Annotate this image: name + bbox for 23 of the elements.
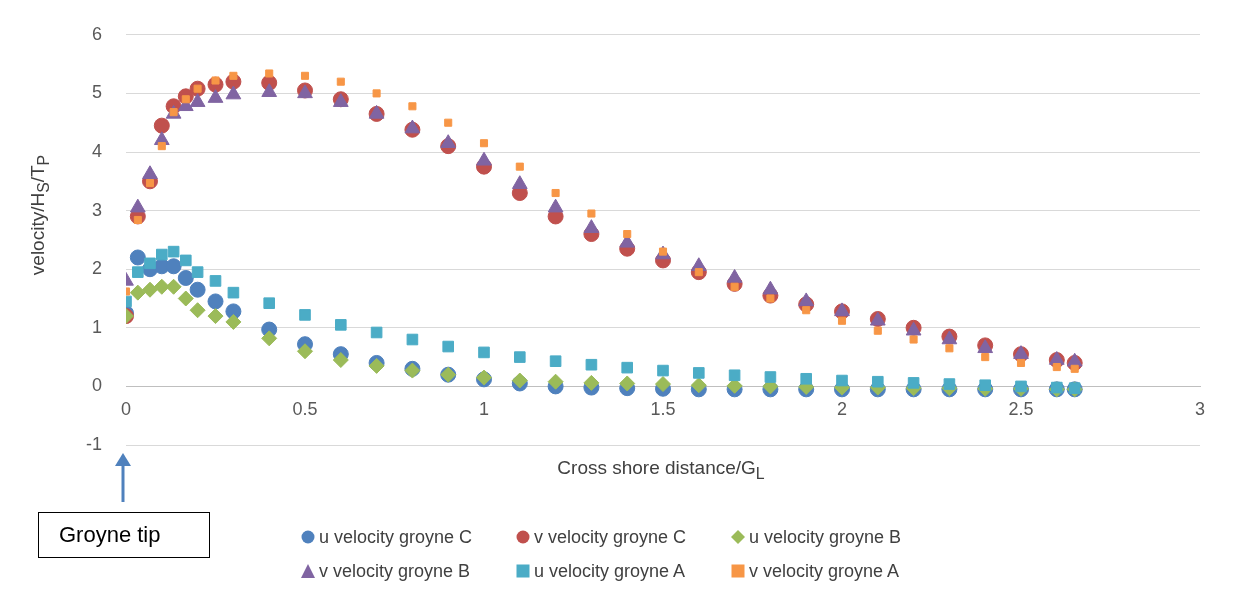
y-tick-label: 0 bbox=[91, 375, 102, 396]
x-tick-label: 2 bbox=[836, 399, 848, 420]
y-tick-label: -1 bbox=[85, 433, 102, 454]
y-tick-label: 2 bbox=[91, 258, 102, 279]
legend-label: u velocity groyne A bbox=[534, 560, 686, 582]
x-axis-title: Cross shore distance/G$_{L}$ bbox=[557, 457, 765, 483]
legend-label: u velocity groyne B bbox=[749, 526, 902, 548]
x-tick-label: 1 bbox=[479, 399, 490, 420]
x-tick-label: 3 bbox=[1194, 399, 1206, 420]
legend-label: u velocity groyne C bbox=[319, 526, 473, 548]
y-tick-label: 6 bbox=[91, 23, 102, 44]
x-tick-label: 0 bbox=[121, 399, 132, 420]
legend-label: v velocity groyne A bbox=[749, 560, 900, 582]
y-tick-label: 3 bbox=[91, 199, 102, 220]
y-tick-label: 5 bbox=[91, 82, 102, 103]
text: Groyne tip bbox=[38, 512, 210, 558]
y-tick-label: 1 bbox=[91, 316, 102, 337]
y-tick-label: 4 bbox=[91, 140, 102, 161]
legend-label: v velocity groyne B bbox=[319, 560, 471, 582]
legend-label: v velocity groyne C bbox=[534, 526, 687, 548]
x-tick-label: 0.5 bbox=[292, 399, 318, 420]
x-tick-label: 1.5 bbox=[650, 399, 676, 420]
x-tick-label: 2.5 bbox=[1008, 399, 1034, 420]
